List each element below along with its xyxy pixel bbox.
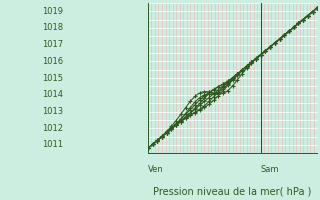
Text: 1014: 1014 <box>42 90 63 99</box>
Text: 1015: 1015 <box>42 74 63 83</box>
Text: 1016: 1016 <box>42 57 63 66</box>
Text: 1019: 1019 <box>42 7 63 16</box>
Text: Sam: Sam <box>261 165 279 174</box>
Text: 1013: 1013 <box>42 107 63 116</box>
Text: 1018: 1018 <box>42 23 63 32</box>
Text: 1017: 1017 <box>42 40 63 49</box>
Text: Ven: Ven <box>148 165 164 174</box>
Text: Pression niveau de la mer( hPa ): Pression niveau de la mer( hPa ) <box>153 186 312 196</box>
Text: 1012: 1012 <box>42 124 63 133</box>
Text: 1011: 1011 <box>42 140 63 149</box>
